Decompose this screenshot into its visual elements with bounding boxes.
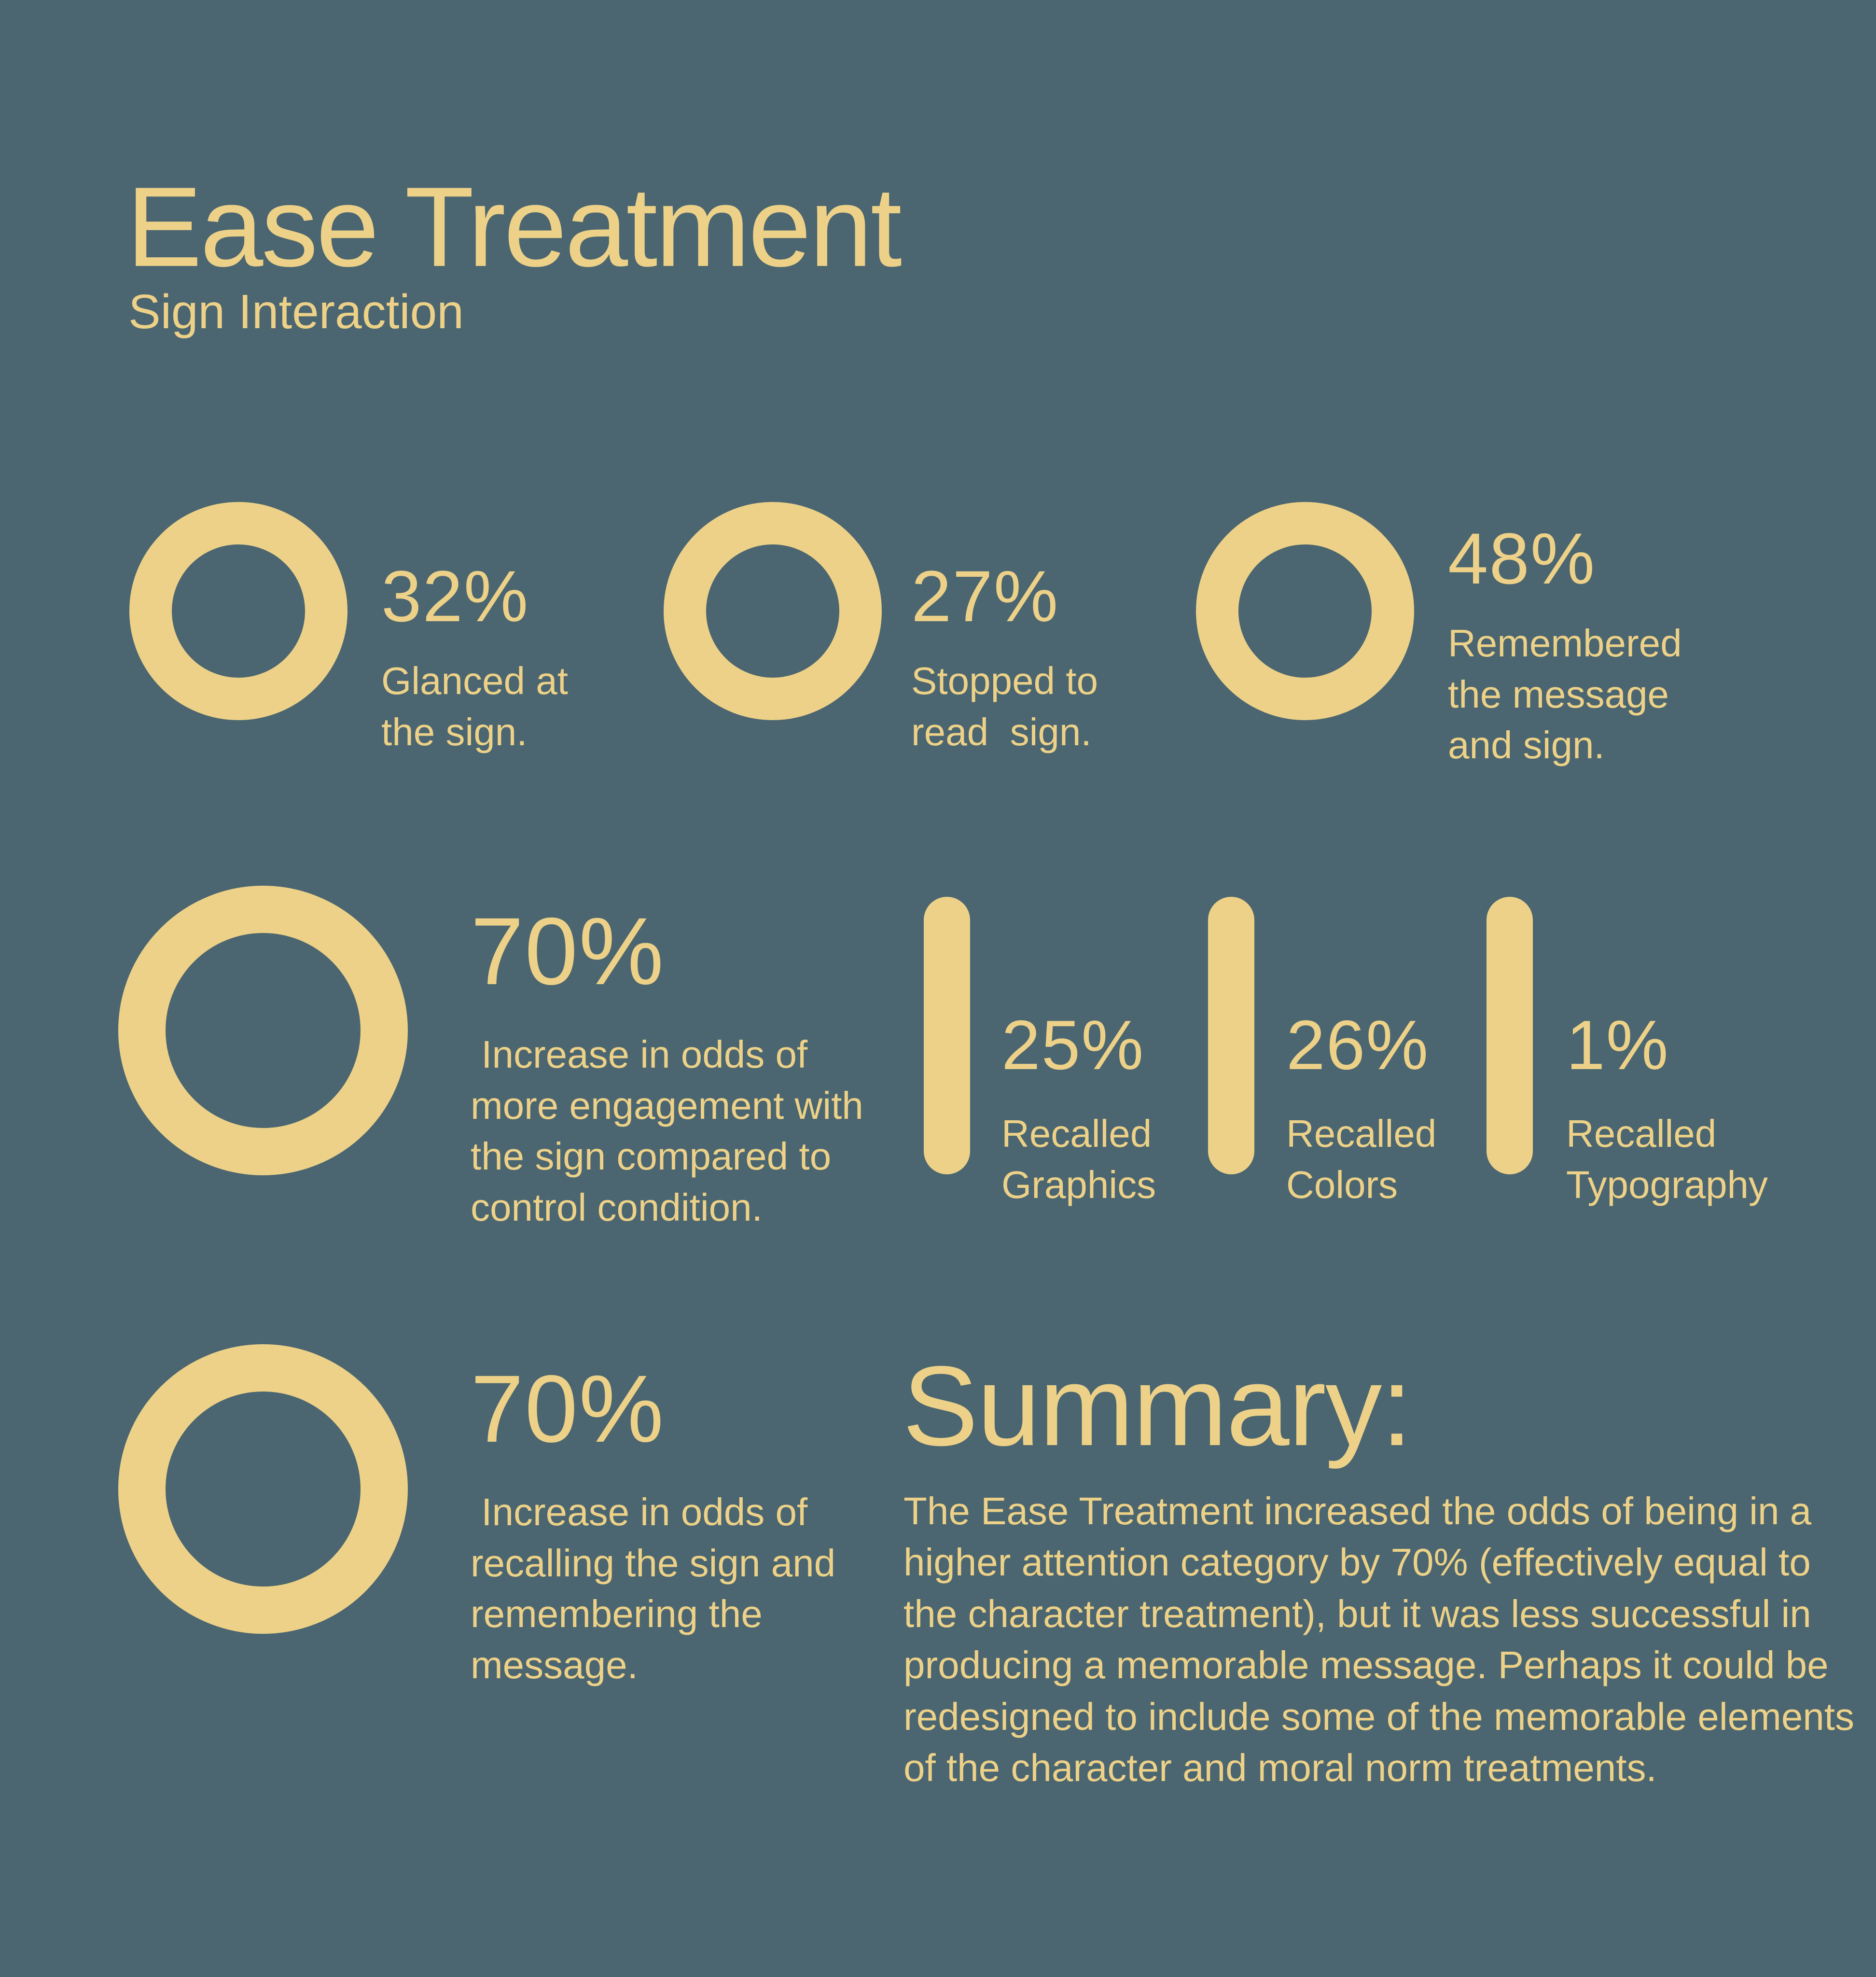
stat-recall-value: 70% bbox=[471, 1355, 665, 1462]
stat-glanced-value: 32% bbox=[381, 556, 529, 637]
summary-heading: Summary: bbox=[903, 1342, 1413, 1469]
stat-recalled-graphics-value: 25% bbox=[1001, 1006, 1145, 1084]
stat-recall: 70% Increase in odds of recalling the si… bbox=[471, 1361, 835, 1690]
donut-ring-icon bbox=[1196, 502, 1414, 720]
stat-engagement-value: 70% bbox=[471, 898, 665, 1004]
stat-stopped: 27% Stopped to read sign. bbox=[911, 560, 1098, 757]
stat-recall-desc: Increase in odds of recalling the sign a… bbox=[471, 1490, 836, 1686]
stat-stopped-value: 27% bbox=[911, 556, 1059, 637]
page-subtitle: Sign Interaction bbox=[128, 285, 464, 339]
donut-ring-icon bbox=[664, 502, 882, 720]
pill-bar-icon bbox=[1208, 897, 1254, 1174]
stat-recalled-typography-value: 1% bbox=[1566, 1006, 1669, 1084]
stat-remembered-value: 48% bbox=[1448, 518, 1596, 599]
pill-bar-icon bbox=[924, 897, 970, 1174]
donut-ring-icon bbox=[118, 1344, 408, 1634]
stat-glanced: 32% Glanced at the sign. bbox=[381, 560, 568, 757]
stat-recalled-graphics-desc: Recalled Graphics bbox=[1001, 1112, 1156, 1206]
donut-ring-icon bbox=[118, 886, 408, 1175]
stat-engagement: 70% Increase in odds of more engagement … bbox=[471, 904, 863, 1233]
summary-body: The Ease Treatment increased the odds of… bbox=[903, 1490, 1854, 1789]
stat-recalled-typography: 1% Recalled Typography bbox=[1566, 1010, 1768, 1210]
stat-recalled-colors-desc: Recalled Colors bbox=[1286, 1112, 1437, 1206]
stat-stopped-desc: Stopped to read sign. bbox=[911, 659, 1098, 753]
pill-bar-icon bbox=[1487, 897, 1533, 1174]
stat-recalled-colors-value: 26% bbox=[1286, 1006, 1430, 1084]
stat-recalled-typography-desc: Recalled Typography bbox=[1566, 1112, 1768, 1206]
stat-glanced-desc: Glanced at the sign. bbox=[381, 659, 568, 753]
page-title: Ease Treatment bbox=[126, 163, 902, 290]
stat-remembered-desc: Remembered the message and sign. bbox=[1448, 622, 1682, 767]
stat-remembered: 48% Remembered the message and sign. bbox=[1448, 522, 1682, 771]
stat-engagement-desc: Increase in odds of more engagement with… bbox=[471, 1033, 863, 1229]
stat-recalled-colors: 26% Recalled Colors bbox=[1286, 1010, 1436, 1210]
stat-recalled-graphics: 25% Recalled Graphics bbox=[1001, 1010, 1156, 1210]
donut-ring-icon bbox=[129, 502, 347, 720]
